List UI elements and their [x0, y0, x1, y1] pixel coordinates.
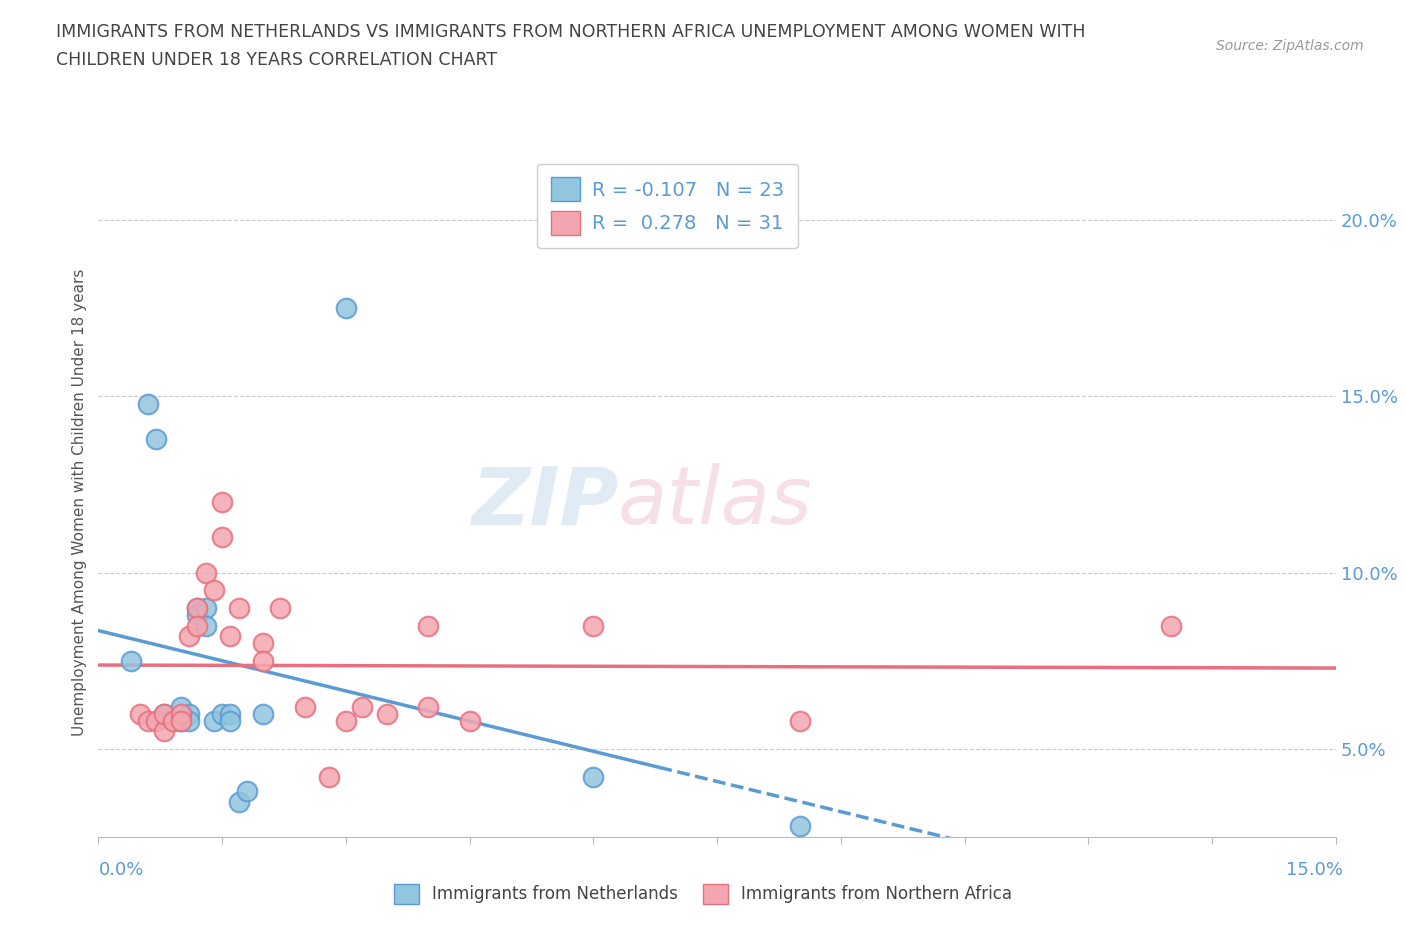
Y-axis label: Unemployment Among Women with Children Under 18 years: Unemployment Among Women with Children U…: [72, 269, 87, 736]
Point: [219, 629, 242, 644]
Point: [228, 601, 250, 616]
Point: [789, 819, 811, 834]
Text: IMMIGRANTS FROM NETHERLANDS VS IMMIGRANTS FROM NORTHERN AFRICA UNEMPLOYMENT AMON: IMMIGRANTS FROM NETHERLANDS VS IMMIGRANT…: [56, 23, 1085, 41]
Text: 15.0%: 15.0%: [1285, 860, 1343, 879]
Point: [219, 713, 242, 728]
Point: [418, 699, 440, 714]
Point: [418, 618, 440, 633]
Point: [211, 530, 233, 545]
Point: [179, 713, 201, 728]
Point: [202, 583, 225, 598]
Point: [179, 706, 201, 721]
Point: [219, 706, 242, 721]
Point: [153, 706, 176, 721]
Point: [186, 601, 208, 616]
Point: [294, 699, 316, 714]
Text: 0.0%: 0.0%: [98, 860, 143, 879]
Point: [153, 706, 176, 721]
Point: [162, 713, 184, 728]
Point: [252, 654, 274, 669]
Point: [252, 706, 274, 721]
Point: [335, 301, 357, 316]
Text: CHILDREN UNDER 18 YEARS CORRELATION CHART: CHILDREN UNDER 18 YEARS CORRELATION CHAR…: [56, 51, 498, 69]
Point: [145, 432, 167, 446]
Point: [170, 706, 193, 721]
Point: [186, 607, 208, 622]
Point: [120, 654, 142, 669]
Point: [789, 713, 811, 728]
Point: [128, 706, 150, 721]
Point: [179, 629, 201, 644]
Point: [236, 784, 259, 799]
Point: [269, 601, 291, 616]
Point: [170, 713, 193, 728]
Point: [162, 713, 184, 728]
Legend: R = -0.107   N = 23, R =  0.278   N = 31: R = -0.107 N = 23, R = 0.278 N = 31: [537, 164, 797, 248]
Point: [582, 770, 605, 785]
Point: [145, 713, 167, 728]
Point: [211, 706, 233, 721]
Point: [202, 713, 225, 728]
Point: [153, 724, 176, 738]
Text: atlas: atlas: [619, 463, 813, 541]
Point: [1160, 618, 1182, 633]
Point: [352, 699, 374, 714]
Point: [375, 706, 398, 721]
Point: [458, 713, 481, 728]
Point: [335, 713, 357, 728]
Text: ZIP: ZIP: [471, 463, 619, 541]
Point: [136, 713, 159, 728]
Point: [252, 636, 274, 651]
Text: Source: ZipAtlas.com: Source: ZipAtlas.com: [1216, 39, 1364, 53]
Point: [228, 794, 250, 809]
Point: [170, 699, 193, 714]
Point: [211, 495, 233, 510]
Point: [170, 713, 193, 728]
Point: [582, 618, 605, 633]
Point: [186, 618, 208, 633]
Point: [318, 770, 340, 785]
Point: [194, 601, 217, 616]
Point: [194, 618, 217, 633]
Point: [186, 601, 208, 616]
Point: [136, 396, 159, 411]
Point: [194, 565, 217, 580]
Legend: Immigrants from Netherlands, Immigrants from Northern Africa: Immigrants from Netherlands, Immigrants …: [385, 875, 1021, 912]
